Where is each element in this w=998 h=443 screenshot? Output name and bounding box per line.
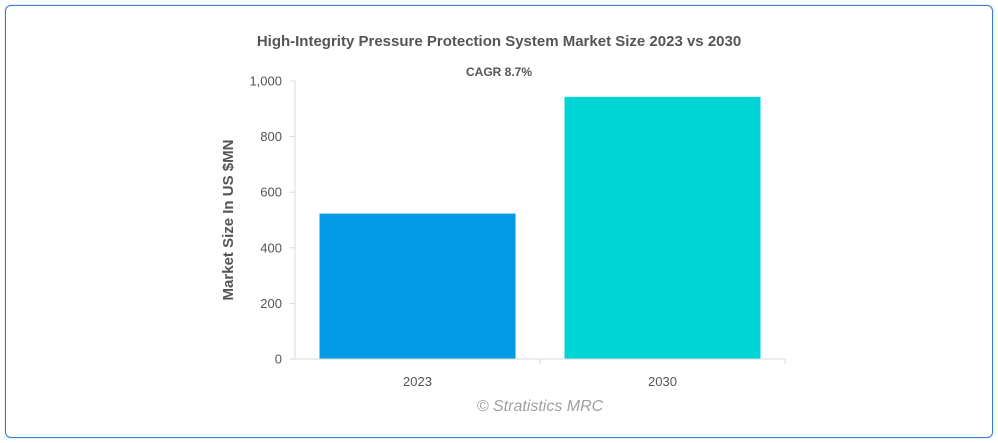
x-tick-label: 2023	[403, 374, 432, 389]
bar-2030	[564, 96, 761, 359]
y-tick-label: 800	[260, 129, 282, 144]
bar-2023	[319, 213, 516, 359]
y-tick-label: 0	[275, 352, 282, 367]
bars	[319, 96, 761, 359]
y-tick-label: 200	[260, 296, 282, 311]
y-tick-label: 1,000	[249, 74, 282, 89]
watermark: © Stratistics MRC	[476, 398, 604, 415]
y-axis: 0 200 400 600 800 1,000	[249, 74, 296, 367]
y-axis-label: Market Size In US $MN	[220, 140, 237, 301]
y-tick-label: 600	[260, 185, 282, 200]
y-tick-label: 400	[260, 240, 282, 255]
chart-subtitle: CAGR 8.7%	[465, 65, 533, 79]
x-axis: 2023 2030	[295, 358, 786, 389]
chart-title: High-Integrity Pressure Protection Syste…	[256, 33, 742, 50]
x-tick-label: 2030	[648, 374, 677, 389]
